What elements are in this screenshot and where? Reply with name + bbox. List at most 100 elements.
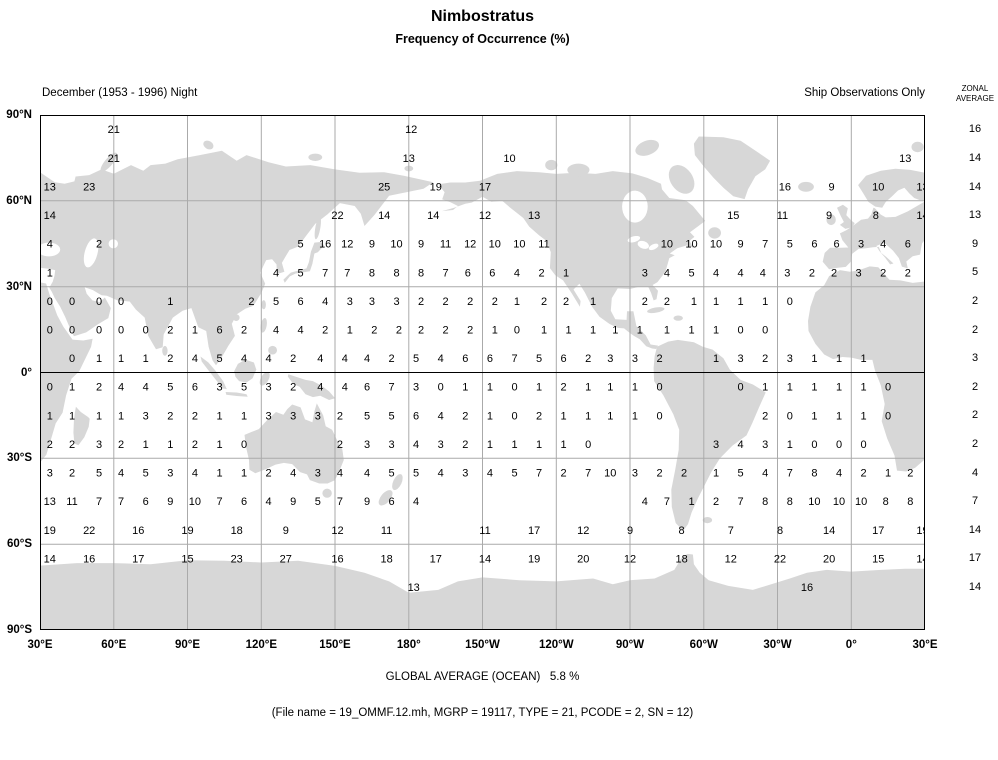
grid-value: 8 [393,267,399,279]
grid-value: 0 [836,439,842,451]
zonal-average-value: 2 [971,438,979,451]
grid-value: 1 [585,410,591,422]
grid-value: 1 [241,410,247,422]
grid-value: 3 [393,296,399,308]
grid-value: 0 [885,382,891,394]
lat-tick-label: 30°S [6,452,32,465]
grid-value: 0 [738,325,744,337]
grid-value: 1 [536,382,542,394]
grid-value: 1 [688,496,694,508]
landmass [653,339,766,531]
grid-value: 4 [413,439,419,451]
grid-value: 1 [487,410,493,422]
grid-value: 8 [777,525,783,537]
grid-value: 2 [656,468,662,480]
island [911,141,924,153]
grid-value: 1 [47,267,53,279]
grid-value: 14 [916,210,925,222]
grid-value: 2 [266,468,272,480]
grid-value: 2 [467,296,473,308]
grid-value: 6 [489,267,495,279]
grid-value: 7 [728,525,734,537]
grid-value: 5 [364,410,370,422]
island [314,216,321,240]
lon-tick-label: 90°E [174,639,201,651]
landmass [438,171,706,349]
grid-value: 8 [762,496,768,508]
grid-value: 10 [661,239,673,251]
grid-value: 4 [317,382,323,394]
grid-value: 14 [479,553,491,565]
grid-value: 3 [438,439,444,451]
grid-value: 4 [880,239,886,251]
grid-value: 6 [465,267,471,279]
grid-value: 1 [167,296,173,308]
island [635,139,660,156]
grid-value: 1 [664,325,670,337]
grid-value: 3 [413,382,419,394]
grid-value: 1 [811,353,817,365]
grid-value: 14 [44,210,56,222]
grid-value: 18 [675,553,687,565]
grid-value: 5 [388,410,394,422]
zonal-average-value: 9 [971,237,979,250]
grid-value: 1 [69,382,75,394]
grid-value: 1 [688,325,694,337]
grid-value: 18 [231,525,243,537]
grid-value: 1 [762,382,768,394]
grid-value: 13 [44,496,56,508]
grid-value: 3 [315,468,321,480]
grid-value: 2 [860,468,866,480]
grid-value: 4 [364,468,370,480]
grid-value: 2 [337,439,343,451]
grid-value: 0 [118,325,124,337]
grid-value: 0 [860,439,866,451]
lon-tick-label: 150°W [465,639,500,651]
grid-value: 1 [216,410,222,422]
grid-value: 0 [511,382,517,394]
grid-value: 2 [585,353,591,365]
grid-value: 10 [833,496,845,508]
global-average-label: GLOBAL AVERAGE (OCEAN) 5.8 % [385,671,580,683]
grid-value: 2 [443,296,449,308]
island [232,314,240,321]
grid-value: 3 [369,296,375,308]
grid-value: 1 [811,410,817,422]
grid-value: 4 [762,468,768,480]
lon-tick-label: 120°W [538,639,574,651]
grid-value: 2 [290,353,296,365]
grid-value: 3 [96,439,102,451]
grid-value: 1 [787,439,793,451]
source-label: Ship Observations Only [804,87,925,99]
grid-value: 8 [418,267,424,279]
landmass [837,204,855,229]
grid-value: 1 [836,353,842,365]
grid-value: 2 [290,382,296,394]
grid-value: 9 [290,496,296,508]
island [259,372,270,386]
grid-value: 6 [905,239,911,251]
zonal-average-column: 16 14 14 13 9 5 2 2 3 2 2 2 4 7 14 17 14 [952,115,998,630]
grid-value: 10 [390,239,402,251]
grid-value: 12 [577,525,589,537]
grid-value: 6 [811,239,817,251]
grid-value: 5 [143,468,149,480]
grid-value: 12 [479,210,491,222]
grid-value: 7 [118,496,124,508]
grid-value: 2 [561,382,567,394]
grid-value: 6 [216,325,222,337]
zonal-average-value: 2 [971,380,979,393]
grid-value: 1 [492,325,498,337]
lake [83,238,99,268]
island [708,227,721,239]
grid-value: 6 [388,496,394,508]
grid-value: 0 [762,325,768,337]
grid-value: 20 [823,553,835,565]
grid-value: 4 [47,239,53,251]
grid-value: 2 [536,410,542,422]
grid-value: 0 [656,410,662,422]
grid-value: 1 [860,410,866,422]
lake [627,235,641,243]
landmass [73,406,90,446]
grid-value: 12 [624,553,636,565]
